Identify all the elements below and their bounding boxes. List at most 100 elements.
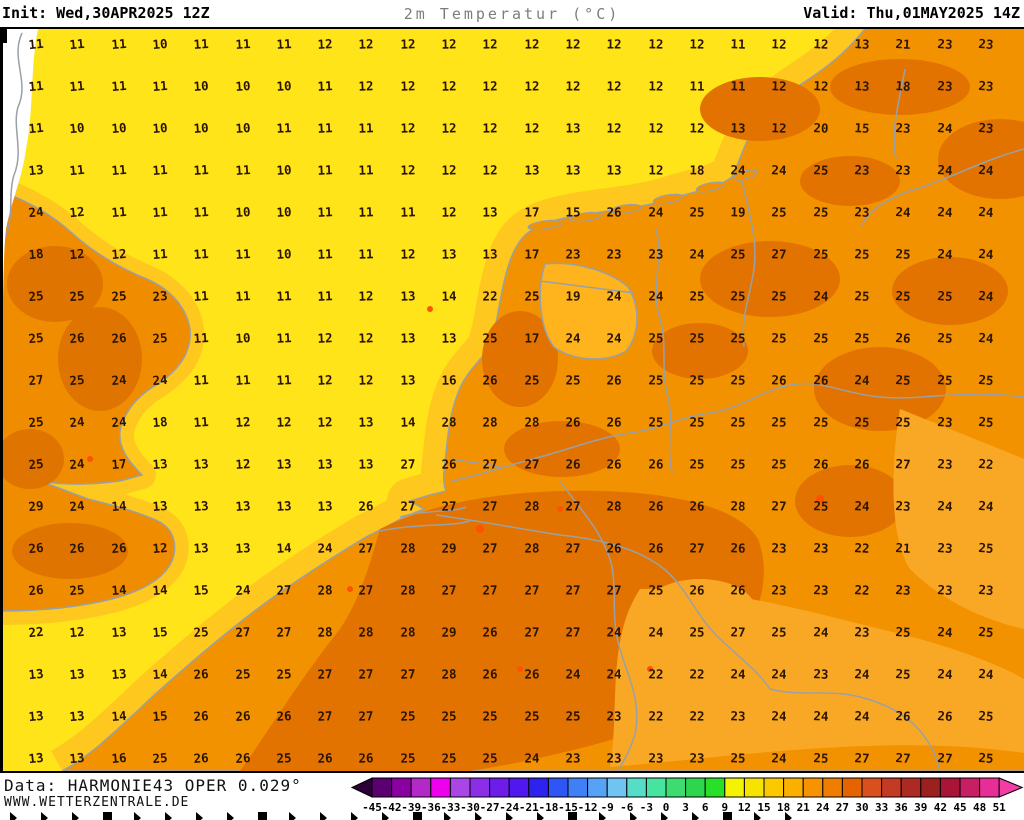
grid-temperature-value: 24 bbox=[936, 498, 953, 514]
grid-temperature-value: 12 bbox=[358, 36, 375, 52]
grid-temperature-value: 16 bbox=[441, 372, 457, 388]
colorbar-tick-label: 0 bbox=[663, 801, 670, 814]
grid-temperature-value: 25 bbox=[936, 288, 953, 304]
colorbar-segment bbox=[841, 777, 863, 798]
grid-temperature-value: 24 bbox=[812, 288, 829, 304]
grid-temperature-value: 11 bbox=[151, 245, 169, 263]
grid-temperature-value: 25 bbox=[977, 623, 994, 641]
grid-temperature-value: 25 bbox=[523, 372, 540, 388]
hot-spots bbox=[87, 306, 824, 672]
grid-temperature-value: 25 bbox=[689, 372, 705, 388]
grid-temperature-value: 23 bbox=[977, 77, 994, 95]
grid-temperature-value: 25 bbox=[151, 329, 169, 347]
grid-temperature-value: 23 bbox=[151, 287, 169, 305]
grid-temperature-value: 15 bbox=[151, 623, 169, 641]
grid-temperature-value: 11 bbox=[193, 371, 210, 389]
grid-temperature-value: 24 bbox=[895, 204, 912, 220]
grid-temperature-value: 24 bbox=[854, 666, 870, 682]
cutoff-glyph bbox=[661, 812, 668, 820]
grid-temperature-value: 10 bbox=[151, 119, 169, 137]
grid-temperature-value: 27 bbox=[565, 498, 581, 514]
grid-temperature-value: 12 bbox=[399, 78, 416, 94]
grid-temperature-value: 27 bbox=[399, 666, 416, 682]
grid-temperature-value: 11 bbox=[358, 246, 375, 262]
grid-temperature-value: 13 bbox=[606, 162, 622, 178]
grid-temperature-value: 26 bbox=[606, 540, 622, 556]
warm-land-patches bbox=[482, 59, 1024, 537]
grid-temperature-value: 11 bbox=[27, 35, 45, 53]
cutoff-glyph bbox=[165, 812, 172, 820]
grid-temperature-value: 12 bbox=[606, 78, 622, 94]
grid-temperature-value: 12 bbox=[771, 78, 788, 94]
grid-temperature-value: 13 bbox=[69, 665, 86, 683]
grid-temperature-value: 24 bbox=[812, 624, 829, 640]
grid-temperature-value: 12 bbox=[69, 623, 86, 641]
grid-temperature-value: 26 bbox=[936, 708, 953, 724]
colorbar-segment bbox=[783, 777, 804, 798]
grid-temperature-value: 27 bbox=[275, 624, 292, 640]
grid-temperature-value: 24 bbox=[523, 750, 540, 766]
grid-temperature-value: 13 bbox=[27, 161, 45, 179]
grid-temperature-value: 13 bbox=[151, 455, 169, 473]
grid-temperature-value: 29 bbox=[441, 624, 457, 640]
grid-temperature-value: 26 bbox=[812, 372, 829, 388]
grid-temperature-value: 27 bbox=[523, 456, 540, 472]
grid-temperature-value: 12 bbox=[358, 330, 375, 346]
grid-temperature-value: 11 bbox=[358, 162, 375, 178]
grid-temperature-value: 23 bbox=[977, 581, 994, 599]
temperature-colorbar: -45 -42 -39 -36 -33 -30 -27 -24 -21 -18 -15 -12 -9 -6… bbox=[350, 777, 1024, 819]
grid-temperature-value: 22 bbox=[689, 708, 705, 724]
grid-temperature-value: 11 bbox=[730, 36, 746, 52]
grid-temperature-value: 27 bbox=[730, 624, 746, 640]
grid-temperature-value: 12 bbox=[358, 372, 375, 388]
grid-temperature-value: 25 bbox=[689, 456, 705, 472]
grid-temperature-value: 12 bbox=[317, 414, 333, 430]
grid-temperature-value: 28 bbox=[399, 582, 416, 598]
grid-temperature-value: 24 bbox=[234, 582, 251, 598]
grid-temperature-value: 18 bbox=[27, 245, 45, 263]
grid-temperature-value: 28 bbox=[358, 624, 375, 640]
grid-temperature-value: 25 bbox=[110, 287, 127, 305]
grid-temperature-value: 26 bbox=[730, 582, 746, 598]
grid-temperature-value: 12 bbox=[399, 36, 416, 52]
grid-temperature-value: 24 bbox=[110, 371, 127, 389]
grid-temperature-value: 27 bbox=[482, 540, 498, 556]
grid-temperature-value: 11 bbox=[110, 203, 127, 221]
grid-temperature-value: 13 bbox=[234, 540, 251, 556]
grid-temperature-value: 19 bbox=[730, 204, 746, 220]
grid-temperature-value: 27 bbox=[565, 582, 581, 598]
grid-temperature-value: 25 bbox=[854, 414, 870, 430]
grid-temperature-value: 18 bbox=[689, 162, 705, 178]
colorbar-tick-label: 36 bbox=[895, 801, 909, 814]
grid-temperature-value: 11 bbox=[275, 372, 292, 388]
header-divider bbox=[0, 27, 1024, 29]
grid-temperature-value: 11 bbox=[110, 161, 127, 179]
colorbar-segment bbox=[567, 777, 589, 798]
afsluitdijk-line bbox=[539, 280, 635, 294]
grid-temperature-value: 26 bbox=[193, 665, 210, 683]
grid-temperature-value: 13 bbox=[275, 456, 292, 472]
grid-temperature-value: 24 bbox=[606, 624, 622, 640]
grid-temperature-value: 28 bbox=[523, 414, 540, 430]
grid-temperature-value: 12 bbox=[358, 288, 375, 304]
grid-temperature-value: 12 bbox=[399, 162, 416, 178]
grid-temperature-value: 23 bbox=[895, 582, 912, 598]
grid-temperature-value: 27 bbox=[482, 498, 498, 514]
grid-temperature-value: 25 bbox=[523, 708, 540, 724]
grid-temperature-value: 11 bbox=[193, 203, 210, 221]
cutoff-glyph bbox=[692, 812, 699, 820]
grid-temperature-value: 11 bbox=[358, 204, 375, 220]
cutoff-glyph-row bbox=[0, 812, 1024, 820]
grid-temperature-value: 24 bbox=[977, 497, 994, 515]
colorbar-tick-label: -33 bbox=[440, 801, 460, 814]
grid-temperature-value: 25 bbox=[689, 624, 705, 640]
grid-temperature-value: 12 bbox=[234, 456, 251, 472]
colorbar-tick-label: -30 bbox=[460, 801, 480, 814]
grid-temperature-value: 17 bbox=[523, 204, 540, 220]
grid-temperature-value: 22 bbox=[647, 708, 664, 724]
grid-temperature-value: 26 bbox=[854, 456, 870, 472]
grid-temperature-value: 26 bbox=[110, 329, 127, 347]
grid-temperature-value: 13 bbox=[399, 288, 416, 304]
grid-temperature-value: 12 bbox=[275, 414, 292, 430]
grid-temperature-value: 14 bbox=[110, 707, 127, 725]
